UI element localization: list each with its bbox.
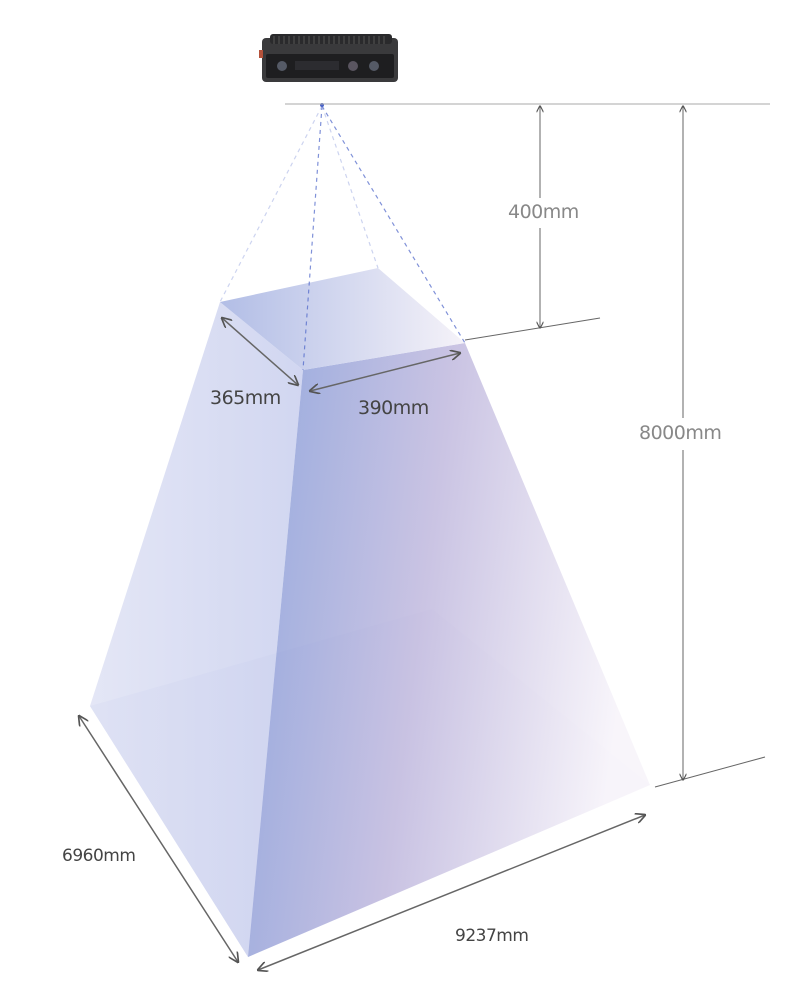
dimension-lines [79,103,770,970]
min-distance-label: 400mm [508,201,579,223]
far-depth-label: 6960mm [62,846,136,866]
far-width-label: 9237mm [455,926,529,946]
depth-camera-device [259,34,398,82]
near-width-label: 390mm [358,397,429,419]
right-face [248,343,650,957]
near-depth-label: 365mm [210,387,281,409]
max-distance-label: 8000mm [639,422,722,444]
camera-rays [219,105,466,371]
left-face [90,302,303,957]
